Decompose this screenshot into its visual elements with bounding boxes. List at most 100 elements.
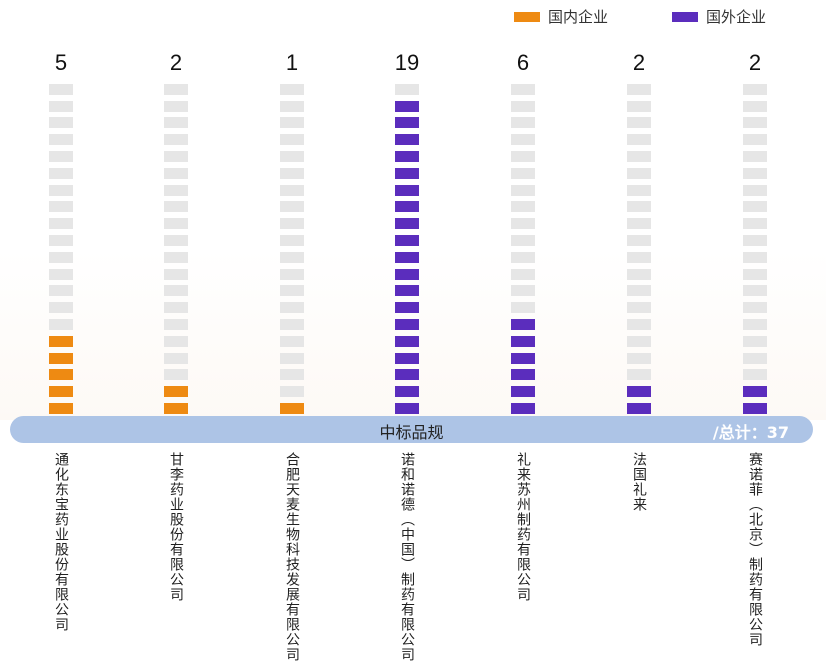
column-4: 6 礼来苏州制药有限公司 [493, 50, 553, 670]
empty-block [280, 83, 304, 95]
empty-block [280, 352, 304, 364]
filled-block [395, 369, 419, 381]
empty-block [280, 335, 304, 347]
empty-block [511, 184, 535, 196]
column-2: 1 合肥天麦生物科技发展有限公司 [262, 50, 322, 670]
empty-block [280, 251, 304, 263]
filled-block [395, 151, 419, 162]
category-label: 合肥天麦生物科技发展有限公司 [284, 452, 300, 662]
filled-block [395, 319, 419, 330]
column-0: 5 通化东宝药业股份有限公司 [31, 50, 91, 670]
filled-block [280, 403, 304, 414]
filled-block [395, 167, 419, 179]
legend-foreign: 国外企业 [672, 6, 766, 27]
empty-block [280, 184, 304, 196]
empty-block [743, 218, 767, 230]
empty-block [164, 134, 188, 146]
empty-block [49, 302, 73, 314]
filled-block [511, 369, 535, 381]
empty-block [511, 235, 535, 246]
empty-block [511, 100, 535, 112]
value-label: 2 [748, 50, 762, 75]
empty-block [743, 268, 767, 280]
filled-block [395, 302, 419, 314]
empty-block [511, 83, 535, 95]
empty-block [511, 218, 535, 230]
filled-block [164, 386, 188, 398]
empty-block [627, 302, 651, 314]
empty-block [395, 83, 419, 95]
empty-block [49, 201, 73, 213]
empty-block [743, 352, 767, 364]
legend-swatch-foreign [672, 11, 698, 22]
empty-block [743, 184, 767, 196]
empty-block [49, 268, 73, 280]
empty-block [743, 117, 767, 129]
empty-block [743, 302, 767, 314]
empty-block [280, 134, 304, 146]
value-label: 2 [632, 50, 646, 75]
category-label: 法国礼来 [631, 452, 647, 512]
filled-block [164, 403, 188, 414]
empty-block [280, 201, 304, 213]
empty-block [164, 251, 188, 263]
legend-label: 国内企业 [548, 9, 609, 26]
filled-block [49, 335, 73, 347]
filled-block [395, 134, 419, 146]
empty-block [49, 167, 73, 179]
empty-block [743, 235, 767, 246]
empty-block [49, 218, 73, 230]
empty-block [627, 319, 651, 330]
empty-block [280, 235, 304, 246]
empty-block [164, 218, 188, 230]
empty-block [164, 235, 188, 246]
filled-block [395, 403, 419, 414]
empty-block [164, 167, 188, 179]
empty-block [280, 167, 304, 179]
empty-block [743, 134, 767, 146]
empty-block [627, 352, 651, 364]
category-label: 甘李药业股份有限公司 [168, 452, 184, 602]
empty-block [49, 151, 73, 162]
empty-block [164, 319, 188, 330]
filled-block [743, 403, 767, 414]
value-label: 5 [54, 50, 68, 75]
filled-block [49, 369, 73, 381]
empty-block [49, 134, 73, 146]
empty-block [49, 83, 73, 95]
empty-block [743, 335, 767, 347]
empty-block [627, 117, 651, 129]
empty-block [743, 167, 767, 179]
x-axis-bar: 中标品规 /总计：37 [10, 416, 813, 443]
filled-block [395, 335, 419, 347]
legend-domestic: 国内企业 [514, 6, 608, 27]
filled-block [395, 268, 419, 280]
empty-block [280, 369, 304, 381]
filled-block [395, 251, 419, 263]
empty-block [511, 268, 535, 280]
category-label: 礼来苏州制药有限公司 [515, 452, 531, 602]
empty-block [164, 83, 188, 95]
filled-block [395, 218, 419, 230]
empty-block [511, 302, 535, 314]
filled-block [395, 117, 419, 129]
empty-block [164, 302, 188, 314]
filled-block [627, 386, 651, 398]
empty-block [49, 251, 73, 263]
filled-block [395, 285, 419, 297]
empty-block [164, 117, 188, 129]
empty-block [511, 151, 535, 162]
empty-block [627, 201, 651, 213]
empty-block [743, 319, 767, 330]
legend-label: 国外企业 [706, 9, 767, 26]
filled-block [511, 386, 535, 398]
empty-block [627, 167, 651, 179]
empty-block [280, 386, 304, 398]
empty-block [164, 201, 188, 213]
empty-block [280, 218, 304, 230]
filled-block [49, 403, 73, 414]
value-label: 6 [516, 50, 530, 75]
empty-block [627, 268, 651, 280]
column-6: 2 赛诺菲（北京）制药有限公司 [725, 50, 785, 670]
empty-block [49, 184, 73, 196]
